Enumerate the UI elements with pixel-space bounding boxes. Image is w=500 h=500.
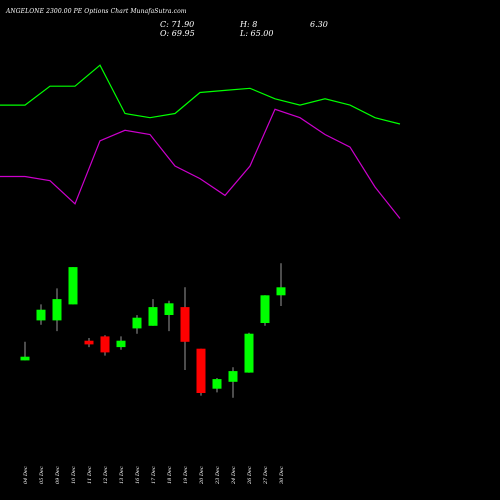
candle-body xyxy=(212,379,222,389)
site-label: Chart MunafaSutra.com xyxy=(110,8,187,15)
x-tick-label: 23 Dec xyxy=(215,466,221,485)
x-tick-label: 13 Dec xyxy=(119,466,125,484)
x-tick-label: 09 Dec xyxy=(55,466,61,484)
symbol-label: ANGELONE 2300.00 PE Options xyxy=(6,8,109,15)
open-value: O: 69.95 xyxy=(160,29,195,38)
candle-body xyxy=(260,295,270,323)
x-tick-label: 19 Dec xyxy=(183,466,189,484)
candle-body xyxy=(164,303,174,315)
x-tick-label: 10 Dec xyxy=(71,466,77,484)
candle-body xyxy=(68,267,78,305)
candle-body xyxy=(276,287,286,296)
candle-body xyxy=(132,317,142,329)
candle-body xyxy=(148,307,158,326)
close-value: C: 71.90 xyxy=(160,20,195,29)
candle-body xyxy=(228,371,238,382)
x-tick-label: 18 Dec xyxy=(167,466,173,484)
extra-value: 6.30 xyxy=(310,20,328,29)
x-tick-label: 16 Dec xyxy=(135,466,141,484)
x-tick-label: 20 Dec xyxy=(199,466,205,485)
candle-body xyxy=(20,356,30,361)
candle-body xyxy=(196,348,206,393)
candle-body xyxy=(116,340,126,348)
symbol-title: ANGELONE 2300.00 PE Options Chart Munafa… xyxy=(6,8,187,15)
indicator-line-2 xyxy=(0,108,401,219)
candle-body xyxy=(84,340,94,345)
candle-body xyxy=(180,307,190,342)
x-tick-label: 11 Dec xyxy=(87,466,93,484)
high-value: H: 8 xyxy=(240,20,258,29)
x-tick-label: 05 Dec xyxy=(39,466,45,484)
x-tick-label: 12 Dec xyxy=(103,466,109,484)
x-tick-label: 17 Dec xyxy=(151,466,157,484)
x-tick-label: 30 Dec xyxy=(279,466,285,484)
indicator-line-1 xyxy=(0,64,401,125)
candle-body xyxy=(36,309,46,321)
x-tick-label: 27 Dec xyxy=(263,466,269,485)
candle-body xyxy=(244,333,254,373)
candle-body xyxy=(100,336,110,353)
candle-body xyxy=(52,299,62,321)
x-tick-label: 26 Dec xyxy=(247,466,253,485)
x-tick-label: 24 Dec xyxy=(231,466,237,485)
low-value: L: 65.00 xyxy=(240,29,274,38)
x-tick-label: 04 Dec xyxy=(23,466,29,484)
